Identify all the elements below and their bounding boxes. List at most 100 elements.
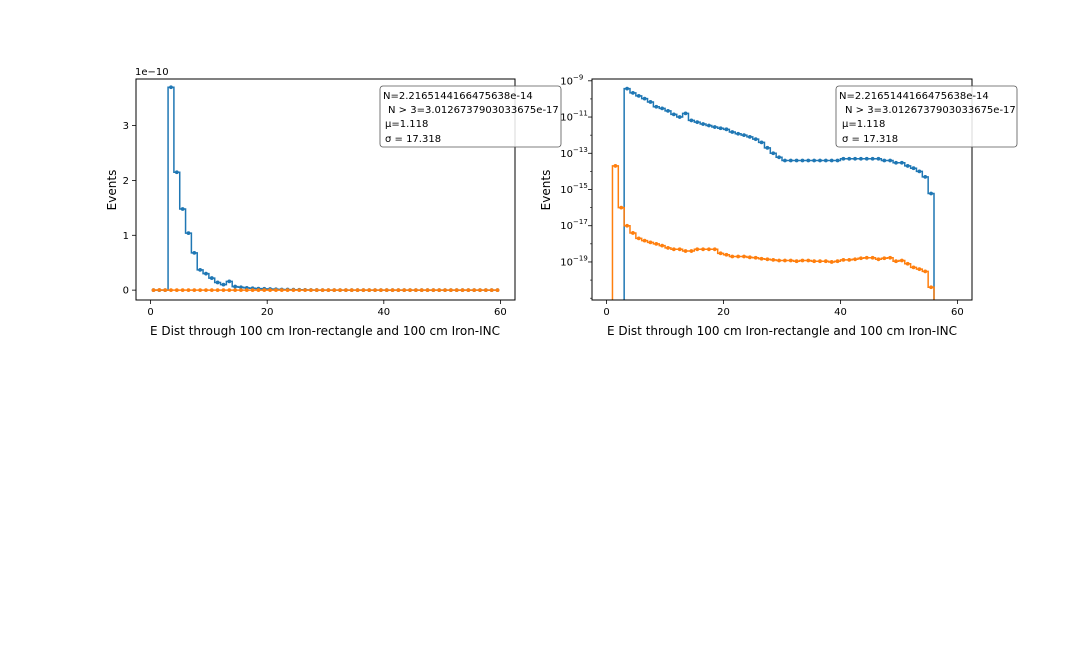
right-series-0-point — [747, 135, 752, 139]
left-series-1-point — [192, 288, 197, 293]
right-series-0-point — [648, 100, 653, 104]
right-series-0-point — [806, 158, 811, 163]
left-series-1-point — [268, 288, 273, 293]
left-series-1-point — [378, 288, 383, 293]
right-y-tick-exponent: −11 — [573, 110, 588, 118]
left-series-1-point — [151, 288, 156, 293]
right-series-1-point — [683, 249, 688, 253]
right-x-tick-label: 0 — [603, 307, 609, 318]
right-x-tick-label: 40 — [834, 307, 847, 318]
right-series-0-point — [718, 126, 723, 131]
right-series-0-point — [671, 112, 676, 117]
right-series-0-point — [631, 91, 635, 95]
right-series-1-point — [783, 258, 787, 263]
left-series-0-point — [192, 250, 197, 255]
left-series-1-point — [425, 288, 430, 293]
left-series-1-point — [291, 288, 296, 293]
right-y-tick-label: 10 — [560, 76, 573, 87]
right-series-0-point — [853, 156, 857, 161]
right-series-0-point — [707, 123, 711, 128]
left-x-axis-label: E Dist through 100 cm Iron-rectangle and… — [150, 324, 500, 338]
left-plot-frame — [135, 78, 516, 301]
right-series-1-point — [788, 258, 793, 263]
left-stats-line: σ = 17.318 — [385, 134, 441, 145]
right-series-layer — [611, 86, 935, 300]
left-series-1-point — [478, 288, 482, 293]
right-series-0-point — [712, 125, 717, 129]
right-series-0-point — [823, 158, 828, 163]
left-series-1-point — [209, 288, 214, 293]
left-series-0-point — [198, 267, 203, 272]
left-series-1-point — [419, 288, 424, 293]
right-series-1-point — [742, 254, 746, 259]
right-series-0-point — [911, 166, 916, 171]
left-series-1-point — [250, 288, 255, 293]
right-series-1-point — [829, 260, 834, 264]
left-series-0-point — [209, 276, 214, 280]
right-stats-line: μ=1.118 — [842, 119, 885, 130]
right-y-tick-label: 10 — [560, 149, 573, 160]
right-series-1-point — [859, 256, 863, 261]
right-series-0-point — [859, 156, 863, 161]
right-series-1-point — [636, 236, 641, 241]
left-stats-box: N=2.2165144166475638e-14 N > 3=3.0126737… — [379, 85, 562, 148]
left-y-axis-label: Events — [105, 170, 119, 211]
right-y-tick-label: 10 — [560, 113, 573, 124]
right-series-0-point — [783, 158, 787, 163]
right-series-1-point — [707, 247, 711, 252]
left-series-1-point — [437, 288, 442, 293]
left-series-1-point — [244, 288, 249, 293]
left-series-0-point — [180, 207, 185, 211]
right-x-tick-label: 20 — [717, 307, 730, 318]
left-series-1-point — [402, 288, 407, 293]
right-series-1-point — [841, 257, 846, 262]
left-x-tick-label: 60 — [494, 307, 507, 318]
right-y-tick-exponent: −19 — [573, 254, 588, 262]
left-series-0-point — [227, 279, 232, 284]
right-y-tick-exponent: −17 — [573, 218, 588, 226]
left-series-1-point — [163, 288, 168, 293]
right-series-0-point — [882, 158, 887, 163]
left-x-tick-label: 0 — [147, 307, 153, 318]
right-series-1-point — [671, 247, 676, 252]
right-series-0-point — [625, 86, 629, 91]
right-series-1-point — [794, 259, 799, 264]
left-series-1-point — [384, 288, 389, 293]
left-y-tick-label: 1 — [123, 231, 129, 242]
right-y-tick-exponent: −9 — [573, 73, 583, 81]
right-series-0-point — [847, 156, 852, 161]
right-y-tick-label: 10 — [560, 221, 573, 232]
left-series-1-point — [227, 288, 232, 293]
left-series-1-point — [454, 288, 459, 293]
right-series-0-point — [876, 156, 881, 161]
right-x-axis-label: E Dist through 100 cm Iron-rectangle and… — [607, 324, 957, 338]
right-series-1-point — [812, 259, 817, 264]
right-series-1-point — [747, 255, 752, 260]
right-series-1-point — [736, 254, 741, 259]
left-offset-text: 1e−10 — [135, 67, 169, 78]
right-series-1-point — [712, 247, 717, 252]
right-series-1-point — [666, 245, 670, 250]
right-series-1-point — [724, 252, 729, 257]
right-series-1-point — [853, 257, 857, 262]
right-series-0-point — [864, 156, 869, 161]
left-series-1-point — [186, 288, 191, 293]
left-series-1-point — [495, 288, 500, 293]
right-series-1-point — [818, 259, 822, 264]
right-series-0-point — [654, 104, 659, 109]
left-series-1-point — [174, 288, 179, 293]
right-series-0-point — [788, 158, 793, 163]
left-series-1-point — [338, 288, 342, 293]
left-series-1-point — [396, 288, 401, 293]
right-series-1-point — [654, 241, 659, 246]
right-series-0-point — [888, 158, 893, 163]
right-x-ticks: 0 20 40 60 — [603, 300, 964, 318]
left-series-1-point — [472, 288, 477, 293]
left-series-0-point — [174, 170, 179, 175]
right-series-1-point — [613, 164, 618, 168]
left-y-tick-label: 3 — [123, 121, 129, 132]
right-y-tick-exponent: −15 — [573, 182, 588, 190]
left-series-1-point — [180, 288, 185, 293]
